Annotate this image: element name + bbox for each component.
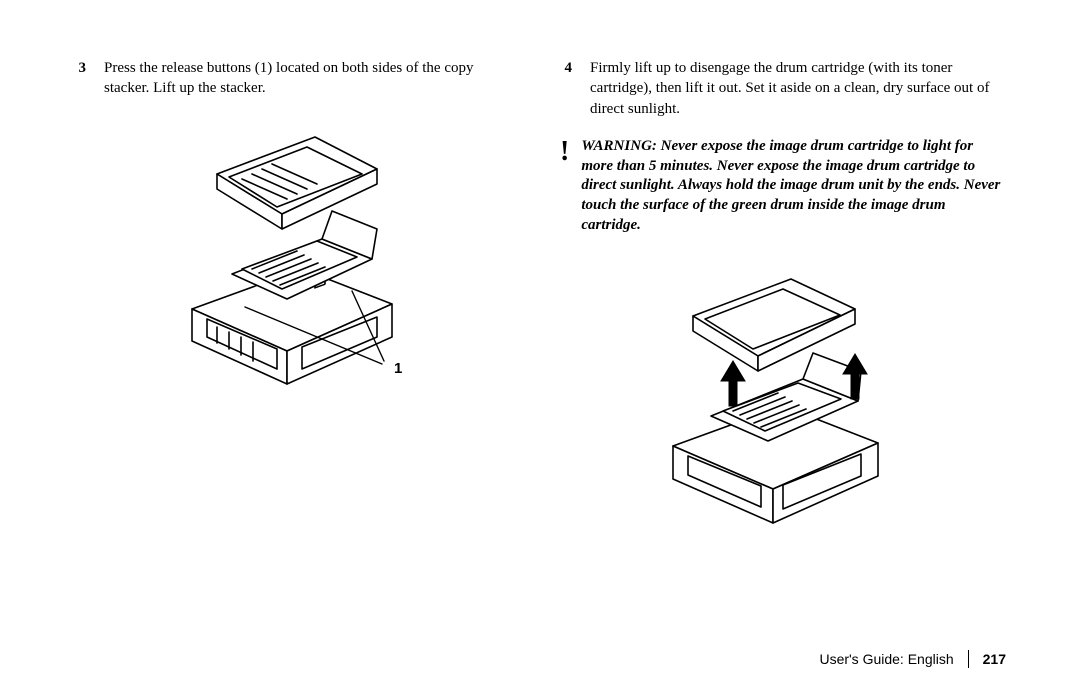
footer-page-number: 217 <box>983 651 1006 667</box>
figure-step-3: 1 <box>74 119 520 399</box>
step-3-text: Press the release buttons (1) located on… <box>104 58 520 99</box>
figure-step-4 <box>560 271 1006 531</box>
step-3-number: 3 <box>74 58 86 99</box>
warning-exclamation-icon: ! <box>560 139 569 236</box>
left-column: 3 Press the release buttons (1) located … <box>74 58 520 658</box>
printer-lift-drum-illustration <box>633 271 933 531</box>
page-footer: User's Guide: English 217 <box>819 650 1006 668</box>
step-4-text: Firmly lift up to disengage the drum car… <box>590 58 1006 119</box>
step-3: 3 Press the release buttons (1) located … <box>74 58 520 99</box>
step-4-number: 4 <box>560 58 572 119</box>
footer-guide-label: User's Guide: English <box>819 651 953 667</box>
step-4: 4 Firmly lift up to disengage the drum c… <box>560 58 1006 119</box>
printer-open-stacker-illustration: 1 <box>147 119 447 399</box>
footer-separator <box>968 650 969 668</box>
right-column: 4 Firmly lift up to disengage the drum c… <box>560 58 1006 658</box>
warning-text: WARNING: Never expose the image drum car… <box>581 137 1006 236</box>
callout-1: 1 <box>394 360 402 377</box>
warning-block: ! WARNING: Never expose the image drum c… <box>560 137 1006 236</box>
